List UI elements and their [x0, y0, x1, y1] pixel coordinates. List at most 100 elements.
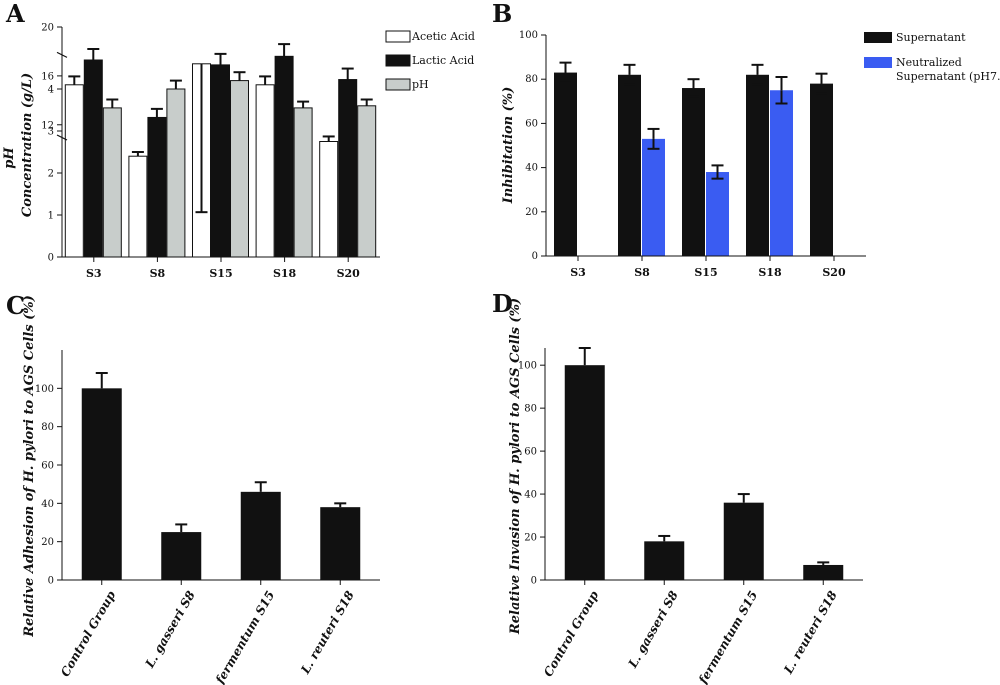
bar-a-acetic-acid-s8: [128, 155, 148, 258]
legend-swatch-ph: [385, 78, 411, 91]
bar-b-neutralized-supernatant-ph7-0-s18: [770, 90, 793, 256]
y-tick-label-a-4: 4: [48, 85, 54, 96]
panel-b-chart: Inhibitation (%) 0 20 40 60 80 100 S3 S8 S15 S18…: [501, 30, 1000, 279]
y-tick-label-a-3: 3: [48, 127, 54, 138]
bar-a-acetic-acid-s3: [64, 84, 84, 258]
axis-break-mark-a-2: [56, 51, 68, 58]
legend-swatch-neutralized: [864, 57, 892, 68]
y-tick-label-c-0: 0: [48, 576, 54, 587]
panel-c-chart: Relative Adhesion of H. pylori to AGS Ce…: [22, 295, 380, 685]
x-tick-label-b-s3: S3: [570, 266, 586, 279]
panel-a-ylabel-bottom: Concentration (g/L): [20, 73, 35, 217]
x-tick-label-d-l-gasseri-s8: L. gasseri S8: [625, 588, 681, 671]
bar-b-neutralized-supernatant-ph7-0-s8: [642, 138, 665, 256]
y-tick-label-c-100: 100: [35, 384, 54, 395]
y-tick-label-b-60: 60: [525, 118, 538, 129]
x-tick-label-a-s18: S18: [273, 267, 297, 280]
panel-letter-d: D: [492, 289, 513, 318]
y-tick-label-b-0: 0: [532, 251, 538, 262]
panel-a-ylabel-top: pH: [2, 147, 17, 169]
panel-d-ylabel: Relative Invasion of H. pylori to AGS Ce…: [508, 298, 523, 635]
bar-b-neutralized-supernatant-ph7-0-s15: [706, 172, 729, 256]
bar-c-control-group: [81, 388, 122, 580]
legend-label-supernatant: Supernatant: [896, 31, 966, 44]
bar-a-acetic-acid-s18: [255, 84, 275, 258]
bar-a-lactic-acid-s3: [83, 59, 103, 258]
bar-a-ph-s20: [357, 105, 377, 258]
x-tick-label-c-l-gasseri-s8: L. gasseri S8: [142, 588, 198, 671]
y-tick-label-b-20: 20: [525, 207, 538, 218]
y-tick-label-b-100: 100: [519, 30, 538, 41]
x-tick-label-a-s8: S8: [150, 267, 166, 280]
bar-a-lactic-acid-s20: [338, 79, 358, 258]
bar-d-l-fermentum-s15: [723, 502, 764, 580]
bar-b-supernatant-s15: [682, 88, 705, 256]
bar-a-lactic-acid-s15: [211, 64, 230, 258]
y-tick-label-d-40: 40: [524, 490, 537, 501]
x-tick-label-b-s20: S20: [822, 266, 846, 279]
y-tick-label-b-80: 80: [525, 74, 538, 85]
bar-d-control-group: [564, 365, 605, 580]
y-tick-label-a-20: 20: [41, 23, 54, 34]
legend-label-neutralized-line2: Supernatant (pH7.0): [896, 70, 1000, 83]
panel-d-chart: Relative Invasion of H. pylori to AGS Ce…: [508, 298, 863, 685]
bar-a-lactic-acid-s8: [147, 116, 167, 258]
legend-swatch-supernatant: [864, 32, 892, 43]
y-tick-label-c-80: 80: [41, 422, 54, 433]
legend-label-lactic-acid: Lactic Acid: [412, 54, 474, 67]
y-tick-label-d-60: 60: [524, 447, 537, 458]
bar-b-supernatant-s3: [554, 72, 577, 256]
legend-swatch-acetic-acid: [385, 30, 411, 43]
bar-d-l-reuteri-s18: [803, 564, 844, 580]
bar-c-l-reuteri-s18: [320, 507, 361, 580]
x-tick-label-c-l-reuteri-s18: L. reuteri S18: [298, 588, 357, 677]
bar-b-supernatant-s18: [746, 74, 769, 256]
bar-a-ph-s15: [230, 80, 249, 258]
panel-letter-c: C: [6, 291, 25, 320]
legend-label-ph: pH: [412, 78, 429, 91]
y-tick-label-d-80: 80: [524, 404, 537, 415]
bar-a-lactic-acid-s18: [274, 55, 294, 258]
y-tick-label-d-100: 100: [518, 361, 537, 372]
bar-c-l-gasseri-s8: [161, 532, 202, 580]
bar-c-l-fermentum-s15: [240, 491, 281, 580]
bar-a-ph-s18: [293, 107, 313, 258]
x-tick-label-a-s20: S20: [337, 267, 361, 280]
y-tick-label-d-0: 0: [531, 576, 537, 587]
y-tick-label-c-60: 60: [41, 461, 54, 472]
y-tick-label-d-20: 20: [524, 533, 537, 544]
y-tick-label-c-40: 40: [41, 499, 54, 510]
x-tick-label-a-s15: S15: [209, 267, 232, 280]
x-tick-label-b-s15: S15: [694, 266, 717, 279]
x-tick-label-b-s8: S8: [634, 266, 650, 279]
panel-b-ylabel: Inhibitation (%): [501, 87, 516, 205]
y-tick-label-a-2: 2: [48, 169, 54, 180]
x-tick-label-c-control-group: Control Group: [58, 588, 119, 679]
y-tick-label-b-40: 40: [525, 163, 538, 174]
y-tick-label-a-16: 16: [41, 71, 54, 82]
x-tick-label-a-s3: S3: [86, 267, 102, 280]
panel-letter-a: A: [5, 0, 25, 28]
panel-c-ylabel: Relative Adhesion of H. pylori to AGS Ce…: [22, 295, 37, 638]
x-tick-label-d-control-group: Control Group: [541, 588, 602, 679]
x-tick-label-d-l-fermentum-s15: L. fermentum S15: [687, 589, 760, 685]
x-tick-label-b-s18: S18: [758, 266, 782, 279]
y-tick-label-a-1: 1: [48, 211, 54, 222]
bar-a-acetic-acid-s20: [319, 141, 339, 258]
y-tick-label-c-20: 20: [41, 537, 54, 548]
bar-d-l-gasseri-s8: [644, 541, 685, 580]
panel-letter-b: B: [492, 0, 512, 28]
legend-swatch-lactic-acid: [385, 54, 411, 67]
panel-b-legend: Supernatant Neutralized Supernatant (pH7…: [864, 31, 1000, 83]
y-tick-label-a-0: 0: [48, 253, 54, 264]
axis-break-mark-a-1: [56, 134, 68, 141]
bar-a-ph-s8: [166, 88, 186, 258]
x-tick-label-c-l-fermentum-s15: L. fermentum S15: [204, 589, 277, 685]
y-tick-label-a-12: 12: [41, 120, 54, 131]
panel-a-legend: Acetic Acid Lactic Acid pH: [385, 30, 475, 91]
bar-a-ph-s3: [102, 107, 122, 258]
legend-label-neutralized-line1: Neutralized: [896, 56, 962, 69]
legend-label-acetic-acid: Acetic Acid: [411, 30, 475, 43]
